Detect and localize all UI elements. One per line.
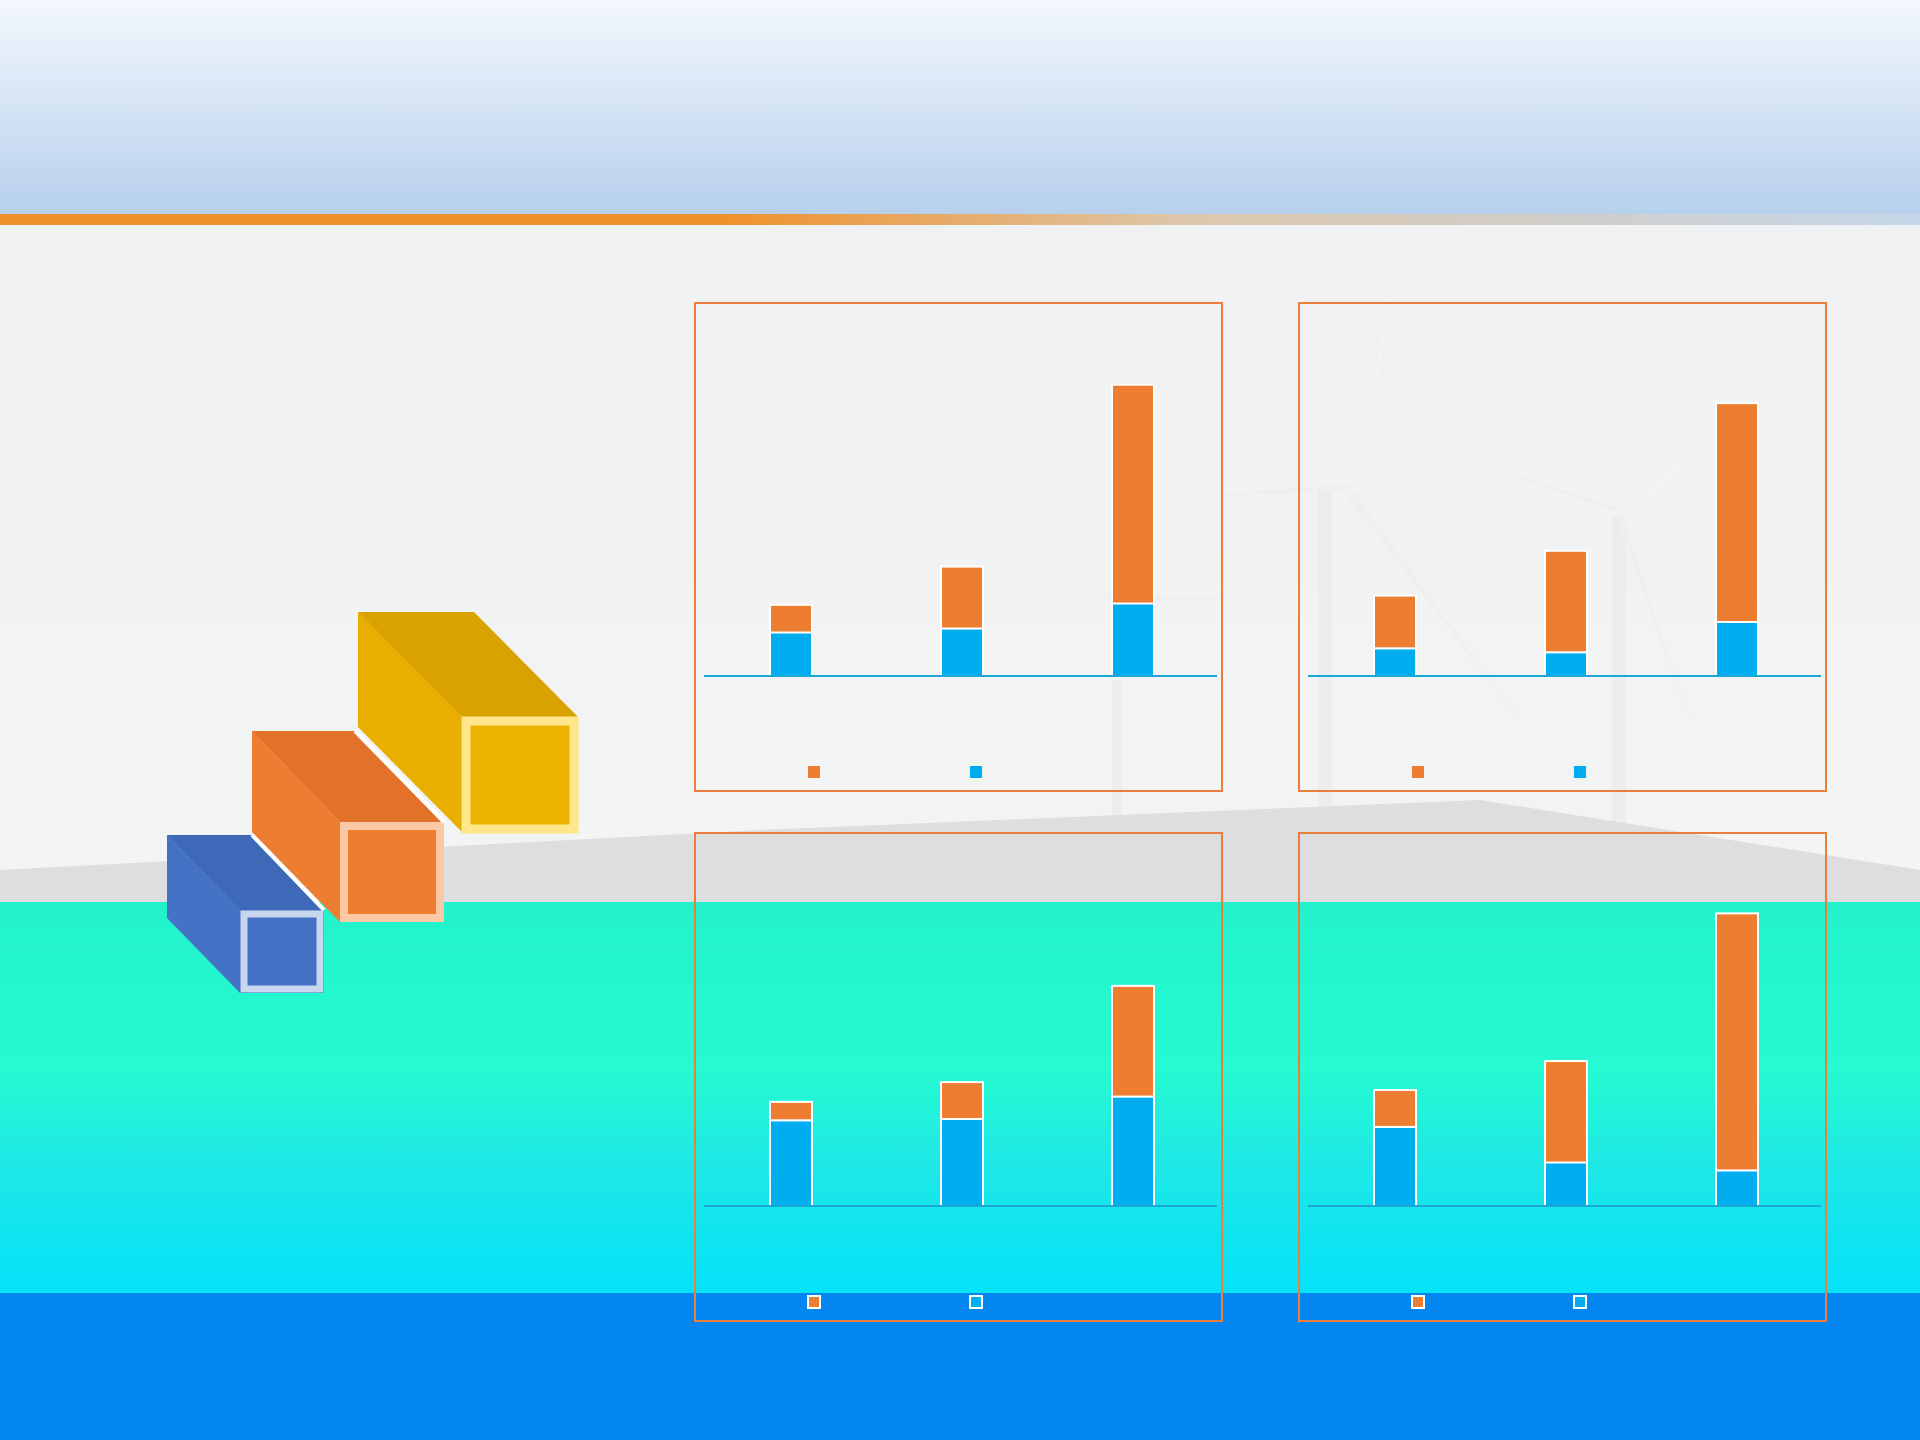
- stacked-bar-chart-4: [1308, 912, 1821, 1309]
- bar-segment: [769, 1119, 813, 1207]
- bar-segment: [1111, 984, 1155, 1098]
- legend-marker: [969, 1295, 983, 1309]
- solar-panels-decor: [0, 800, 1920, 910]
- bar-segment: [769, 631, 813, 677]
- bar-segment: [1544, 1060, 1588, 1164]
- legend-marker: [1573, 1295, 1587, 1309]
- bar-segment: [1111, 383, 1155, 605]
- chart-panel-top-left: [694, 302, 1223, 792]
- stacked-3d-blocks-icon: [167, 612, 579, 993]
- bar-segment: [769, 1100, 813, 1122]
- bar-segment: [769, 603, 813, 634]
- bar-segment: [1715, 402, 1759, 623]
- bar-segment: [940, 565, 984, 630]
- stacked-bar-chart-2: [1308, 402, 1821, 778]
- stacked-bar-chart-1: [704, 383, 1217, 778]
- bar-segment: [1715, 912, 1759, 1172]
- legend-marker: [1412, 766, 1424, 778]
- stacked-bar-chart-3: [704, 984, 1217, 1309]
- bar-segment: [1373, 1125, 1417, 1207]
- header-accent-rule: [0, 214, 1920, 225]
- legend-marker: [807, 1295, 821, 1309]
- bar-segment: [940, 1081, 984, 1121]
- bar-segment: [1373, 1089, 1417, 1128]
- header-band: [0, 0, 1920, 214]
- bar-segment: [1715, 1169, 1759, 1207]
- bar-segment: [1111, 602, 1155, 677]
- legend-marker: [970, 766, 982, 778]
- bar-segment: [1111, 1095, 1155, 1207]
- chart-panel-top-right: [1298, 302, 1827, 792]
- bar-segment: [940, 627, 984, 677]
- legend-marker: [808, 766, 820, 778]
- bar-segment: [1544, 549, 1588, 654]
- blue-block: [167, 833, 326, 993]
- yellow-block: [358, 612, 579, 834]
- bar-segment: [940, 1118, 984, 1207]
- chart-panel-bottom-left: [694, 832, 1223, 1322]
- legend-marker: [1574, 766, 1586, 778]
- bar-segment: [1373, 647, 1417, 677]
- orange-block: [252, 729, 446, 922]
- bar-segment: [1544, 651, 1588, 678]
- bar-segment: [1373, 594, 1417, 650]
- bar-segment: [1715, 620, 1759, 678]
- bar-segment: [1544, 1161, 1588, 1207]
- chart-panel-bottom-right: [1298, 832, 1827, 1322]
- legend-marker: [1411, 1295, 1425, 1309]
